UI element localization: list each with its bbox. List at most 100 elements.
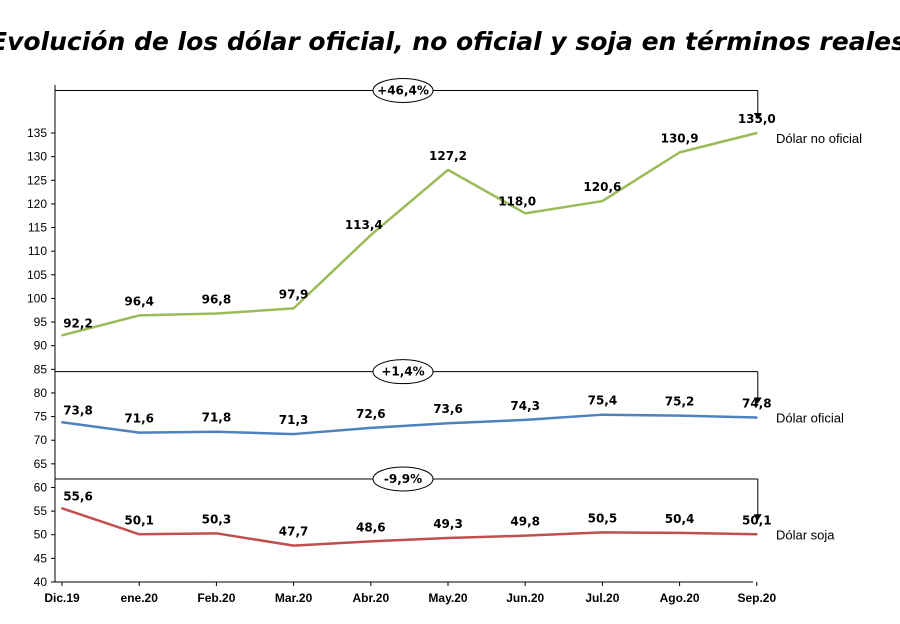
data-point — [215, 312, 218, 315]
y-tick-label: 90 — [34, 339, 48, 353]
data-label: 127,2 — [429, 149, 467, 163]
series-name-label: Dólar soja — [776, 527, 835, 542]
y-tick-label: 50 — [34, 528, 48, 542]
data-point — [61, 334, 63, 337]
y-ticks: 40 45 50 55 60 65 70 75 80 85 90 95 100 105 110 115 120 1… — [27, 126, 55, 589]
data-label: 71,6 — [124, 412, 154, 426]
series-line-0 — [61, 131, 758, 337]
data-point — [755, 533, 758, 536]
data-label: 55,6 — [63, 489, 93, 503]
data-point — [678, 531, 681, 534]
data-point — [678, 151, 681, 154]
y-tick-label: 75 — [34, 410, 48, 424]
data-label: 47,7 — [279, 525, 309, 539]
annotation-arrowhead — [753, 397, 762, 404]
data-label: 50,5 — [588, 511, 618, 525]
y-tick-label: 115 — [28, 221, 47, 235]
x-ticks: Dic.19 ene.20 Feb.20 Mar.20 Abr.20 May.20 Jun.… — [44, 582, 776, 605]
data-label: 73,6 — [433, 402, 463, 416]
y-tick-label: 60 — [34, 480, 48, 494]
data-point — [61, 507, 63, 510]
annotation-text: +1,4% — [381, 365, 424, 379]
series-group: 92,2 96,4 96,8 97,9 113,4 127,2 118,0 120,6 130,… — [61, 112, 862, 547]
data-point — [369, 540, 372, 543]
data-label: 50,1 — [742, 513, 772, 527]
y-tick-label: 65 — [34, 457, 48, 471]
change-annotations: +46,4% +1,4% -9,9% — [55, 77, 762, 521]
data-label: 49,3 — [433, 517, 463, 531]
x-tick-label: Jul.20 — [585, 591, 619, 605]
data-point — [447, 537, 449, 540]
data-label: 118,0 — [498, 194, 536, 208]
y-tick-label: 135 — [27, 126, 47, 140]
data-label: 50,4 — [665, 512, 695, 526]
annotation-arrowhead — [753, 514, 762, 521]
series-name-label: Dólar no oficial — [776, 131, 862, 146]
y-tick-label: 55 — [34, 504, 48, 518]
data-label: 72,6 — [356, 407, 386, 421]
data-point — [601, 200, 604, 203]
data-label: 113,4 — [345, 218, 383, 232]
series-line-1 — [61, 413, 757, 436]
data-point — [601, 413, 604, 416]
series-name-label: Dólar oficial — [776, 411, 844, 426]
data-point — [215, 532, 218, 535]
annotation-text: -9,9% — [384, 472, 422, 486]
annotation-bubble — [372, 77, 434, 103]
data-label: 130,9 — [661, 131, 699, 145]
data-point — [524, 212, 527, 215]
data-point — [447, 168, 449, 171]
data-point — [447, 422, 449, 425]
y-tick-label: 130 — [27, 150, 47, 164]
y-tick-label: 70 — [34, 433, 48, 447]
x-tick-label: Dic.19 — [44, 591, 80, 605]
data-point — [369, 234, 372, 237]
data-point — [292, 307, 295, 310]
x-tick-label: May.20 — [428, 591, 467, 605]
data-label: 71,8 — [202, 411, 232, 425]
data-label: 48,6 — [356, 520, 386, 534]
data-label: 74,3 — [510, 399, 540, 413]
data-point — [292, 433, 295, 436]
data-label: 120,6 — [583, 180, 621, 194]
data-label: 75,2 — [665, 395, 695, 409]
data-label: 135,0 — [738, 112, 776, 126]
data-label: 50,3 — [202, 512, 232, 526]
x-tick-label: Abr.20 — [352, 591, 389, 605]
x-tick-label: Mar.20 — [275, 591, 313, 605]
data-point — [215, 430, 218, 433]
data-point — [755, 132, 758, 134]
y-tick-label: 125 — [27, 173, 47, 187]
data-label: 75,4 — [588, 394, 618, 408]
data-point — [601, 531, 604, 534]
data-point — [61, 421, 63, 424]
data-point — [138, 431, 141, 434]
series-line-2 — [61, 507, 757, 547]
data-point — [369, 426, 372, 429]
x-tick-label: Sep.20 — [737, 591, 776, 605]
x-tick-label: ene.20 — [121, 591, 159, 605]
y-tick-label: 95 — [34, 315, 48, 329]
y-tick-label: 80 — [34, 386, 48, 400]
x-tick-label: Ago.20 — [660, 591, 700, 605]
annotation-arrowhead — [753, 113, 762, 119]
chart-title: Evolución de los dólar oficial, no ofici… — [0, 27, 900, 56]
data-point — [524, 534, 527, 537]
annotation-bubble — [372, 466, 434, 492]
data-point — [755, 416, 758, 419]
data-label: 74,8 — [742, 397, 772, 411]
y-tick-label: 110 — [28, 244, 47, 258]
data-label: 73,8 — [63, 403, 93, 417]
data-label: 97,9 — [279, 287, 309, 301]
x-tick-label: Feb.20 — [197, 591, 235, 605]
data-label: 96,4 — [124, 294, 154, 308]
y-tick-label: 85 — [34, 362, 48, 376]
data-label: 50,1 — [124, 513, 154, 527]
data-point — [678, 414, 681, 417]
data-point — [524, 418, 527, 421]
annotation-text: +46,4% — [377, 83, 429, 97]
data-point — [292, 544, 295, 547]
data-label: 92,2 — [63, 316, 93, 330]
data-label: 49,8 — [510, 515, 540, 529]
y-tick-label: 105 — [27, 268, 47, 282]
